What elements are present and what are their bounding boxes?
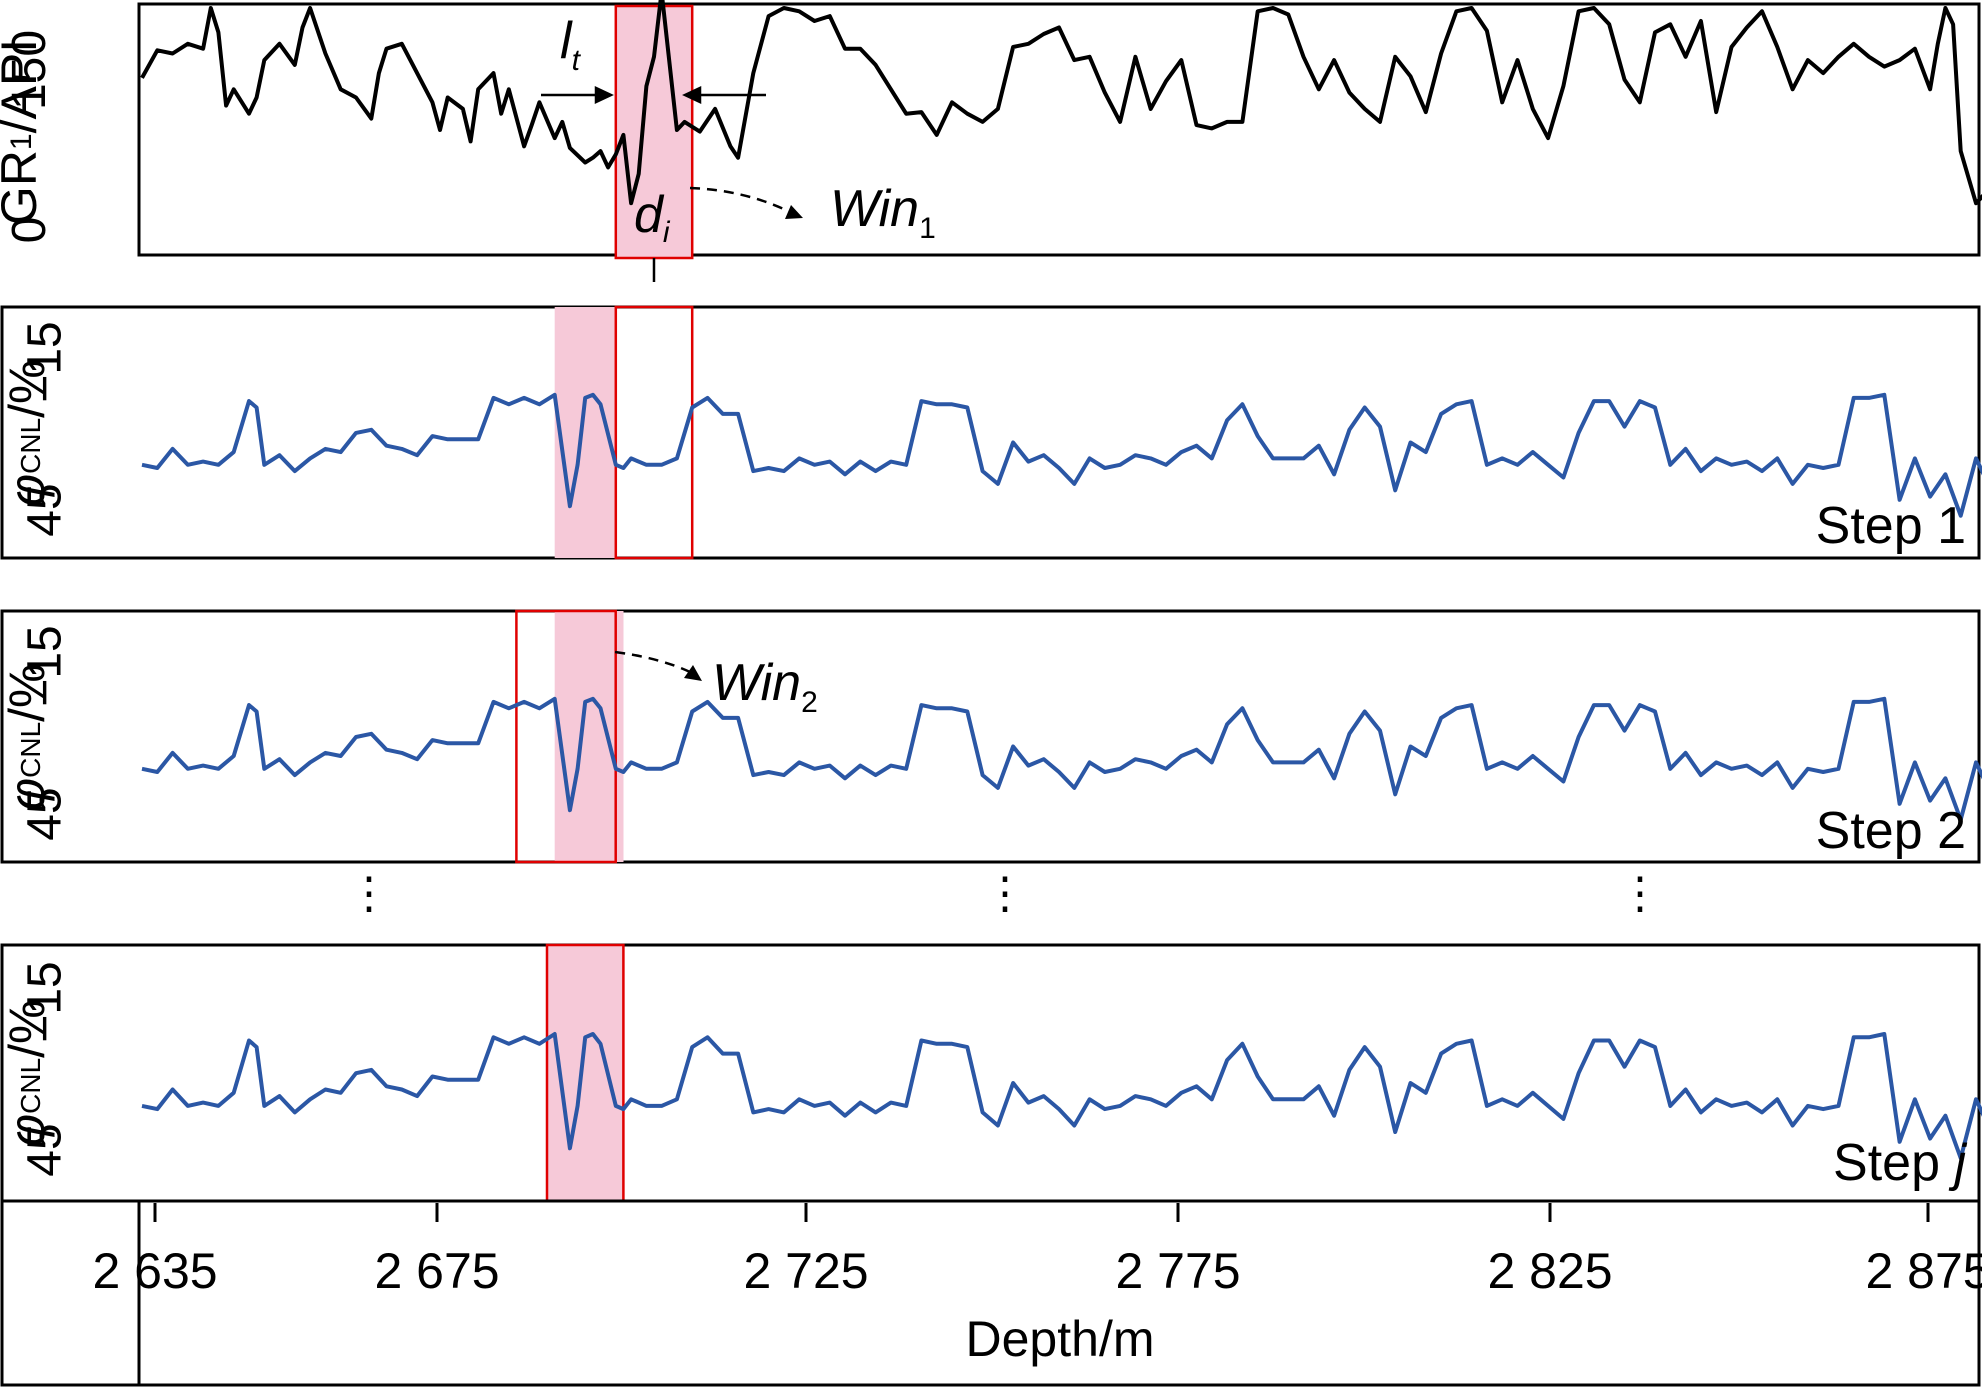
gr-curve: [140, 0, 1982, 206]
step1-cnl-curve: [141, 392, 1982, 518]
step2-cnl-curve: [141, 696, 1982, 822]
panel-step2-frame: [0, 609, 1981, 864]
step2-ylabel: φCNL/%: [0, 664, 55, 811]
stepj-ylabel: φCNL/%: [0, 1000, 55, 1147]
panel-step2: 45 −15 φCNL/% Win2 Step 2: [0, 609, 1982, 864]
depth-axis-ticks: 2 635 2 675 2 725 2 775 2 825 2 875: [92, 1203, 1982, 1299]
win1-arrowhead: [785, 205, 803, 219]
step1-ytick-45: 45: [19, 483, 72, 536]
depth-tick-label: 2 775: [1115, 1243, 1240, 1299]
interval-label-sub: t: [572, 44, 582, 77]
gr-ylabel: GR1/API: [0, 39, 47, 225]
interval-label: lt: [560, 12, 582, 77]
step2-label: Step 2: [1816, 802, 1966, 860]
stepj-ytick-neg15: −15: [19, 961, 72, 1042]
depth-tick-label: 2 675: [374, 1243, 499, 1299]
gr-ytick-0: 0: [3, 217, 56, 244]
win2-arrowhead: [684, 665, 702, 681]
gr-ylabel-main: GR: [0, 150, 47, 225]
panel-gr-frame: [137, 2, 1981, 257]
depth-label-main: d: [634, 186, 665, 244]
depth-label-sub: i: [663, 216, 671, 249]
ellipsis-1: ⋮: [347, 869, 391, 918]
ellipsis-3: ⋮: [1618, 869, 1662, 918]
panel-stepj: 45 −15 φCNL/% Step j: [0, 943, 1982, 1203]
depth-axis-label: Depth/m: [966, 1311, 1155, 1367]
depth-tick-label: 2 725: [743, 1243, 868, 1299]
win2-label-main: Win: [712, 654, 801, 712]
stepj-cnl-curve: [141, 1032, 1982, 1161]
interval-arrows: [541, 86, 766, 104]
depth-axis: 2 635 2 675 2 725 2 775 2 825 2 875 Depth/m: [0, 1199, 1982, 1387]
step2-ylabel-unit: /%: [0, 664, 55, 722]
win1-label-main: Win: [830, 180, 919, 238]
stepj-ylabel-unit: /%: [0, 1000, 55, 1058]
step2-window: [515, 609, 617, 864]
step2-ylabel-sub: CNL: [15, 722, 46, 778]
panel-step1: 45 −15 φCNL/% Step 1: [0, 305, 1982, 560]
win1-dashed-arrow: [689, 186, 791, 214]
stepj-ylabel-main: φ: [0, 1114, 55, 1147]
step2-shaded-window: [554, 611, 624, 862]
stepj-ylabel-sub: CNL: [15, 1058, 46, 1114]
win2-label: Win2: [712, 654, 818, 719]
depth-axis-frame: [0, 1199, 1981, 1387]
gr-ytick-150: 150: [3, 30, 56, 110]
panel-stepj-frame: [0, 943, 1981, 1203]
step1-ylabel-sub: CNL: [15, 418, 46, 474]
gr-ylabel-sub: 1: [5, 133, 38, 150]
panel-gr: 0 150 GR1/API lt di Win1: [0, 0, 1982, 282]
step2-ylabel-main: φ: [0, 778, 55, 811]
depth-label: di: [634, 186, 671, 249]
ellipsis-row: ⋮ ⋮ ⋮: [347, 869, 1662, 918]
ellipsis-2: ⋮: [983, 869, 1027, 918]
stepj-label: Step j: [1833, 1134, 1967, 1192]
stepj-label-prefix: Step: [1833, 1134, 1954, 1192]
win1-label-sub: 1: [919, 212, 936, 245]
win2-dashed-arrow: [614, 650, 691, 674]
step1-ylabel: φCNL/%: [0, 360, 55, 507]
step1-window: [614, 305, 694, 560]
depth-tick-label: 2 875: [1865, 1243, 1982, 1299]
step1-label: Step 1: [1816, 497, 1966, 555]
step1-ylabel-main: φ: [0, 474, 55, 507]
win1-label: Win1: [830, 180, 936, 245]
depth-tick-label: 2 825: [1487, 1243, 1612, 1299]
gr-ylabel-unit: /API: [0, 39, 47, 133]
interval-label-main: l: [560, 12, 573, 70]
step2-ytick-neg15: −15: [19, 625, 72, 706]
step1-ylabel-unit: /%: [0, 360, 55, 418]
win2-label-sub: 2: [801, 686, 818, 719]
depth-tick-label: 2 635: [92, 1243, 217, 1299]
step1-ytick-neg15: −15: [19, 321, 72, 402]
step2-ytick-45: 45: [19, 787, 72, 840]
stepj-ytick-45: 45: [19, 1123, 72, 1176]
panel-step1-frame: [0, 305, 1981, 560]
